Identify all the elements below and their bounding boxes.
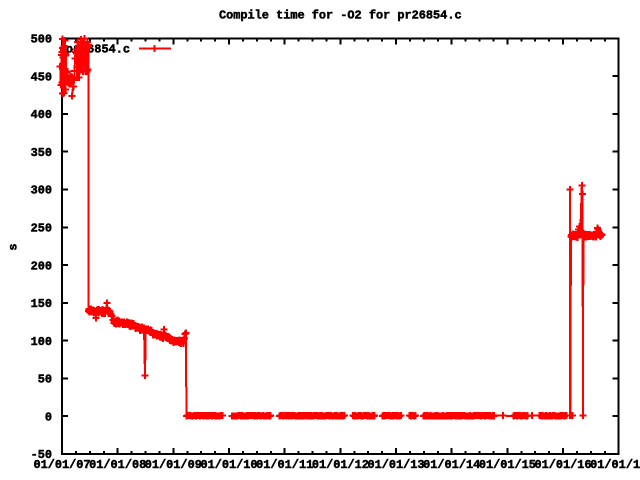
svg-text:200: 200 [31,259,52,273]
svg-text:Compile time for -O2 for pr268: Compile time for -O2 for pr26854.c [219,9,462,23]
svg-text:01/01/16: 01/01/16 [534,458,591,472]
svg-text:01/01/08: 01/01/08 [89,458,146,472]
svg-text:0: 0 [45,410,52,424]
svg-text:-50: -50 [31,448,52,462]
svg-text:350: 350 [31,146,52,160]
svg-text:100: 100 [31,335,52,349]
svg-text:01/01/15: 01/01/15 [479,458,536,472]
svg-text:450: 450 [31,70,52,84]
svg-text:01/01/17: 01/01/17 [590,458,640,472]
svg-text:500: 500 [31,33,52,47]
svg-text:300: 300 [31,184,52,198]
svg-text:150: 150 [31,297,52,311]
svg-text:50: 50 [38,373,52,387]
svg-text:01/01/11: 01/01/11 [256,458,313,472]
svg-text:01/01/13: 01/01/13 [367,458,424,472]
svg-text:01/01/10: 01/01/10 [200,458,257,472]
svg-text:01/01/09: 01/01/09 [145,458,202,472]
svg-text:s: s [7,243,21,250]
svg-text:01/01/14: 01/01/14 [423,458,480,472]
svg-text:01/01/12: 01/01/12 [312,458,369,472]
svg-text:250: 250 [31,222,52,236]
svg-text:400: 400 [31,108,52,122]
svg-text:01/01/07: 01/01/07 [33,458,90,472]
